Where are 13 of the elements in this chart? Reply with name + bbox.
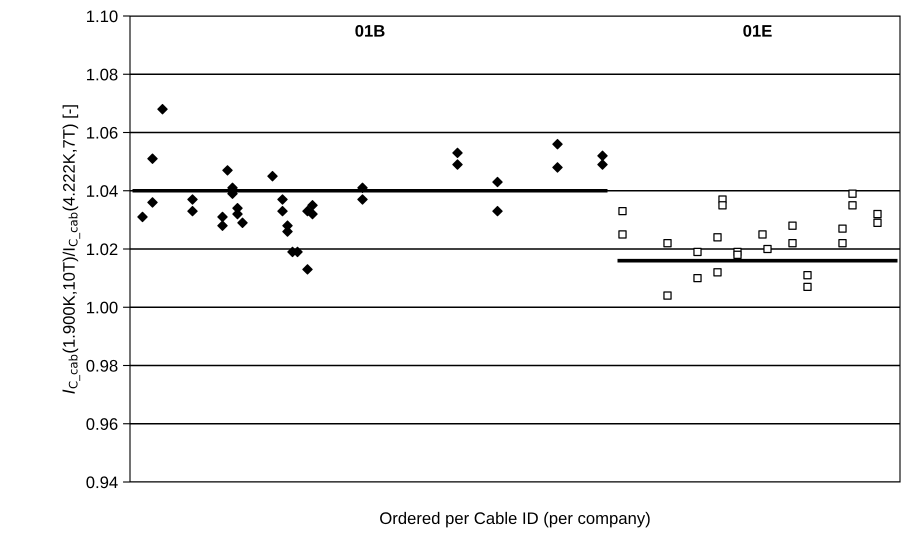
y-tick-label: 1.10 — [87, 10, 118, 22]
y-tick-label: 0.94 — [86, 476, 118, 488]
y-axis-title: I$_{C_cab}$(1.900K,10T)/I$_{C_cab}$(4.222K,7T) [-] — [62, 105, 80, 394]
y-tick-label: 1.00 — [87, 302, 118, 314]
y-tick-label: 0.96 — [86, 418, 118, 430]
y-tick-label: 0.98 — [86, 360, 118, 372]
y-tick-label: 1.08 — [87, 68, 118, 80]
y-tick-label: 1.06 — [87, 126, 118, 139]
annotation: 01E — [743, 24, 772, 37]
y-tick-label: 1.04 — [87, 185, 118, 197]
annotation: 01B — [355, 24, 385, 37]
y-tick-label: 1.02 — [87, 243, 118, 256]
x-axis-title: Ordered per Cable ID (per company) — [380, 512, 650, 528]
